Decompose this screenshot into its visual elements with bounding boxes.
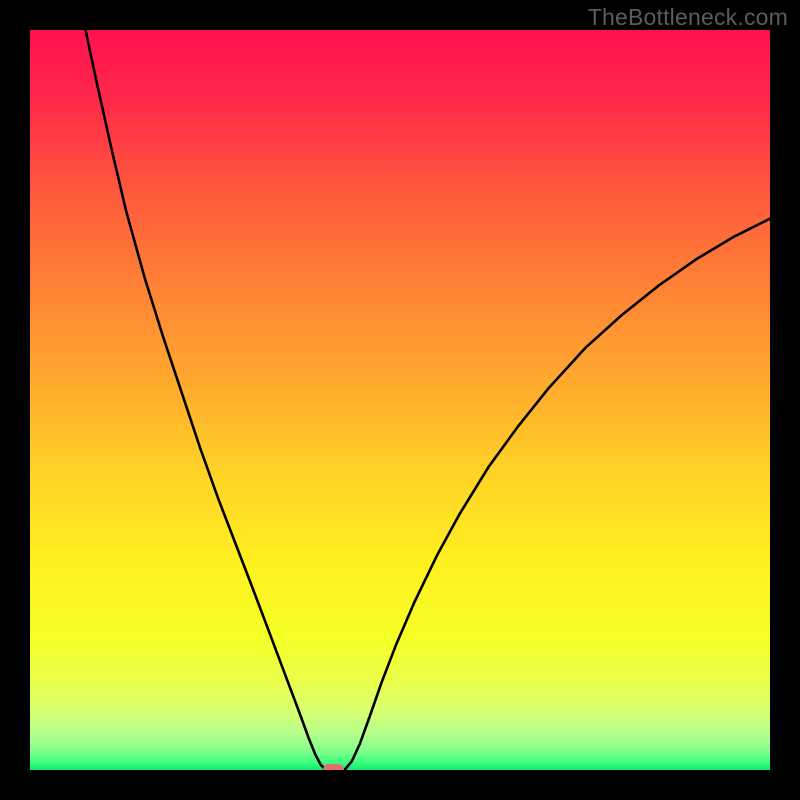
optimal-match-marker	[323, 764, 344, 771]
plot-area	[30, 30, 770, 770]
bottleneck-curve	[30, 30, 770, 770]
attribution-label: TheBottleneck.com	[588, 4, 788, 31]
chart-frame: TheBottleneck.com	[0, 0, 800, 800]
